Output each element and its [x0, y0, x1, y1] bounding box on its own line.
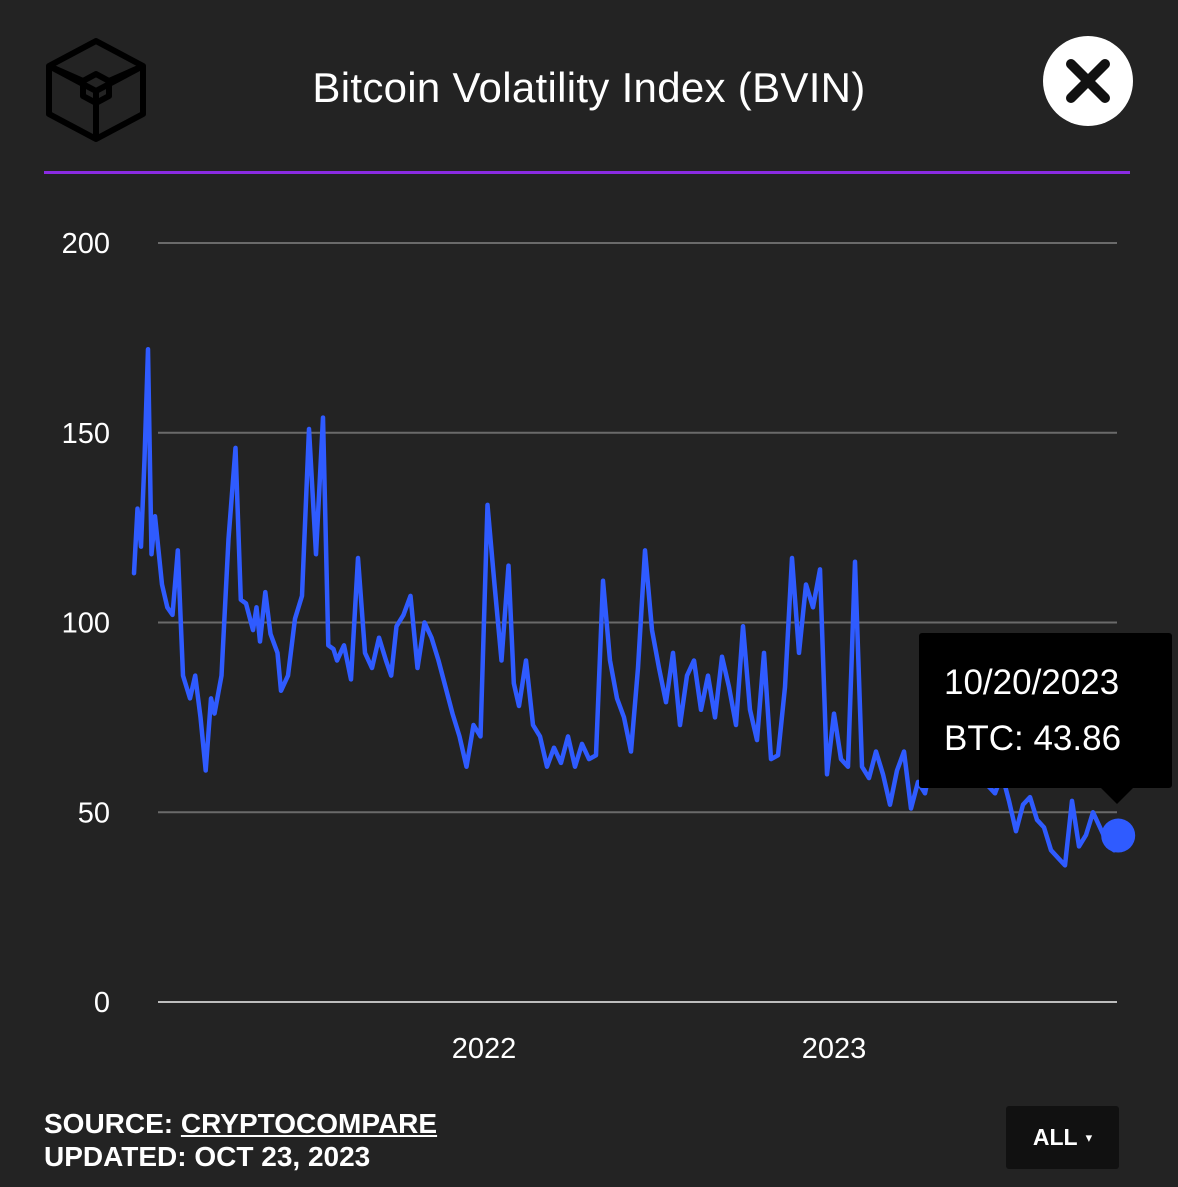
tooltip-date: 10/20/2023: [944, 663, 1120, 702]
highlight-point: [1101, 818, 1136, 853]
line-chart: 0 50 100 150 200 2022 2023: [62, 228, 1136, 1065]
cube-logo-icon: [46, 38, 146, 142]
close-icon: [1066, 59, 1110, 103]
page-title: Bitcoin Volatility Index (BVIN): [312, 64, 866, 111]
updated-text: UPDATED: OCT 23, 2023: [44, 1141, 371, 1172]
chevron-down-icon: ▾: [1085, 1129, 1093, 1145]
x-tick-label: 2023: [802, 1033, 867, 1065]
header-divider: [44, 171, 1130, 174]
y-tick-label: 100: [62, 608, 110, 640]
y-tick-label: 150: [62, 418, 110, 450]
tooltip-pointer: [1101, 788, 1133, 804]
x-tick-label: 2022: [452, 1033, 517, 1065]
y-tick-label: 50: [78, 797, 110, 829]
y-tick-label: 200: [62, 228, 110, 260]
source-link[interactable]: CRYPTOCOMPARE: [180, 1108, 438, 1139]
data-tooltip: 10/20/2023 BTC: 43.86: [919, 633, 1172, 804]
range-selector[interactable]: ALL ▾: [1006, 1106, 1119, 1169]
close-button[interactable]: [1043, 36, 1133, 126]
range-selected: ALL: [1032, 1124, 1078, 1150]
tooltip-value: BTC: 43.86: [944, 719, 1122, 758]
y-tick-label: 0: [94, 987, 110, 1019]
source-label: SOURCE:: [44, 1108, 174, 1139]
source-footer: SOURCE: CRYPTOCOMPARE UPDATED: OCT 23, 2…: [44, 1107, 437, 1173]
